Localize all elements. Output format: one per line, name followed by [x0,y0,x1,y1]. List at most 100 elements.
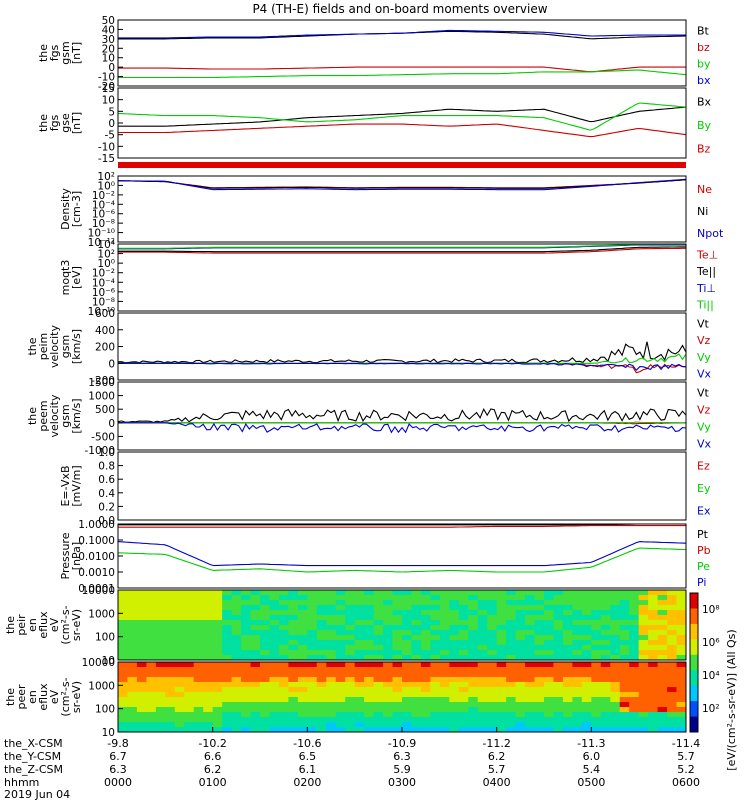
heatmap-cell [307,677,318,683]
heatmap-cell [430,692,441,698]
heatmap-cell [667,667,678,673]
heatmap-cell [600,635,611,641]
x-tick-label: 5.7 [488,763,506,776]
heatmap-cell [420,630,431,636]
x-tick-label: 0100 [199,776,227,789]
heatmap-cell [439,600,450,606]
heatmap-cell [572,672,583,678]
heatmap-cell [241,717,252,723]
heatmap-cell [203,662,214,668]
heatmap-cell [629,630,640,636]
legend-item-Ti⊥: Ti⊥ [696,282,716,295]
heatmap-cell [525,630,536,636]
y-tick-label: -10 [98,141,115,153]
colorbar-tick: 10⁴ [702,670,720,682]
heatmap-cell [676,677,687,683]
heatmap-cell [174,692,185,698]
heatmap-cell [610,697,621,703]
heatmap-cell [269,697,280,703]
heatmap-cell [581,692,592,698]
heatmap-cell [345,687,356,693]
heatmap-cell [402,640,412,646]
heatmap-cell [534,640,545,646]
heatmap-cell [364,645,375,651]
heatmap-cell [316,630,327,636]
heatmap-cell [155,595,166,601]
heatmap-cell [364,712,375,718]
heatmap-cell [345,635,356,641]
heatmap-cell [449,672,460,678]
heatmap-cell [146,707,157,713]
heatmap-cell [146,667,157,673]
panel-frame [117,19,687,87]
heatmap-cell [411,687,422,693]
heatmap-cell [619,712,630,718]
heatmap-cell [278,702,289,708]
heatmap-cell [667,727,678,733]
legend-item-Vt: Vt [697,387,710,400]
heatmap-cell [572,635,583,641]
heatmap-cell [193,620,204,626]
heatmap-cell [354,595,365,601]
heatmap-cell [544,722,554,728]
heatmap-cell [591,625,602,631]
heatmap-cell [212,682,223,688]
heatmap-cell [326,635,337,641]
heatmap-cell [307,635,318,641]
heatmap-cell [269,692,280,698]
y-tick-label: 0.6 [98,474,115,486]
heatmap-cell [411,712,422,718]
heatmap-cell [193,625,204,631]
heatmap-cell [316,677,327,683]
heatmap-cell [572,640,583,646]
x-tick-label: 6.7 [109,750,127,763]
heatmap-cell [430,672,441,678]
heatmap-cell [657,692,668,698]
heatmap-cell [544,650,554,656]
heatmap-cell [402,672,412,678]
heatmap-cell [562,610,573,616]
heatmap-cell [638,687,649,693]
heatmap-cell [316,697,327,703]
heatmap-cell [515,640,526,646]
heatmap-cell [449,590,460,596]
y-tick-label: 10⁻⁴ [92,199,115,211]
heatmap-cell [562,687,573,693]
heatmap-cell [345,620,356,626]
heatmap-cell [335,645,346,651]
heatmap-cell [260,630,270,636]
heatmap-cell [487,687,498,693]
heatmap-cell [326,687,337,693]
heatmap-cell [373,640,384,646]
heatmap-cell [212,600,223,606]
legend-item-Npot: Npot [697,227,724,240]
heatmap-cell [297,692,308,698]
heatmap-cell [525,600,536,606]
heatmap-cell [506,645,517,651]
heatmap-cell [392,692,403,698]
heatmap-cell [326,645,337,651]
heatmap-cell [487,722,498,728]
heatmap-cell [638,692,649,698]
heatmap-cell [439,702,450,708]
heatmap-cell [269,615,280,621]
heatmap-cell [581,655,592,661]
heatmap-cell [136,722,147,728]
heatmap-cell [269,655,280,661]
heatmap-cell [676,590,687,596]
heatmap-cell [496,717,507,723]
heatmap-cell [591,717,602,723]
panel-density: 10²10⁰10⁻²10⁻⁴10⁻⁶10⁻⁸10⁻¹⁰10⁻¹²Density[… [59,171,724,249]
heatmap-cell [544,630,554,636]
heatmap-cell [345,595,356,601]
heatmap-cell [288,677,299,683]
colorbar-tick: 10² [702,703,720,715]
heatmap-cell [212,610,223,616]
x-row-label: hhmm [4,776,39,789]
heatmap-cell [600,692,611,698]
heatmap-cell [638,677,649,683]
heatmap-cell [525,712,536,718]
heatmap-cell [269,667,280,673]
heatmap-cell [600,687,611,693]
heatmap-cell [127,727,138,733]
